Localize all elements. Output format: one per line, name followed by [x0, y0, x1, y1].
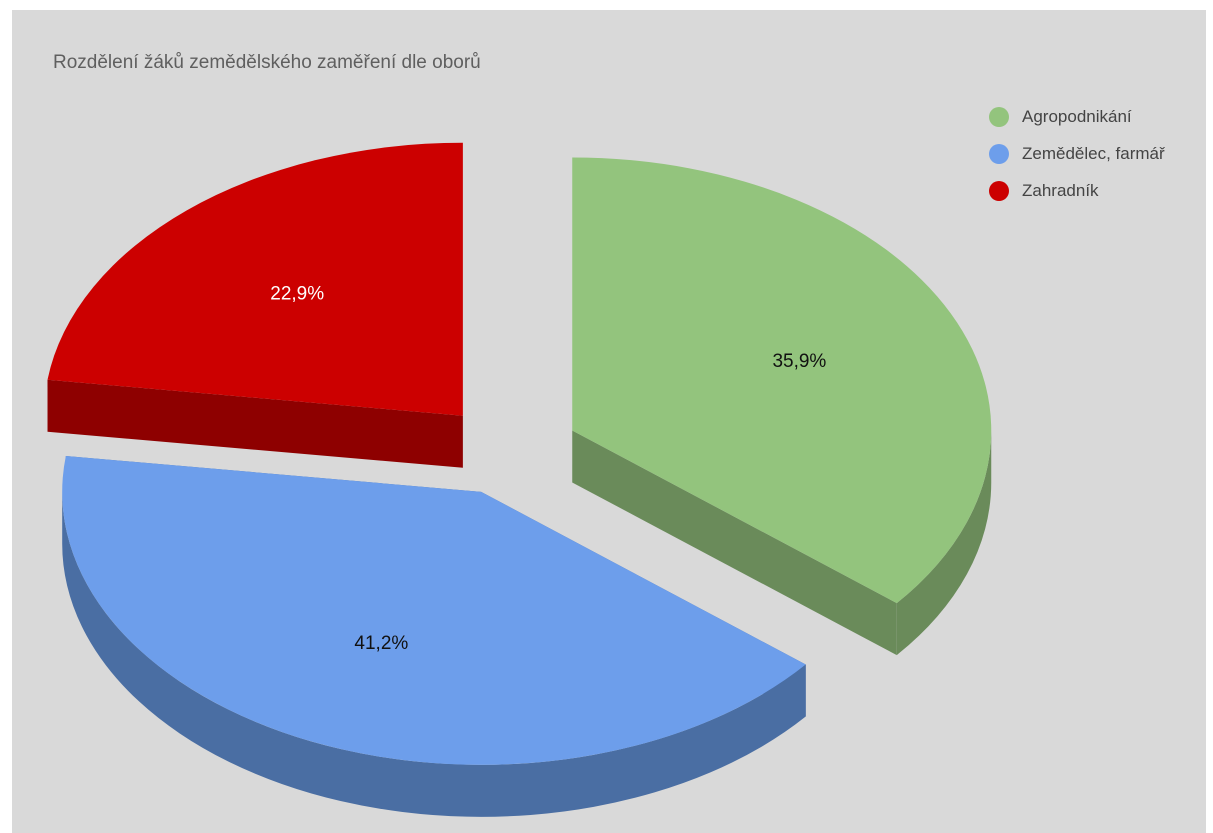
slice-zahradnik[interactable] — [47, 142, 463, 468]
slice-wall-zahradnik-start — [47, 379, 463, 468]
slice-side-zemedelec-farmar — [62, 491, 806, 817]
slice-wall-agropodnikani-end — [572, 430, 897, 656]
slice-label-zahradnik: 22,9% — [270, 283, 324, 304]
legend-item-agropodnikani[interactable]: Agropodnikání — [989, 98, 1165, 135]
chart-container: Rozdělení žáků zemědělského zaměření dle… — [12, 10, 1206, 833]
slice-label-zemedelec-farmar: 41,2% — [354, 633, 408, 654]
slice-zemedelec-farmar[interactable] — [62, 455, 806, 817]
pie-chart: 35,9% 41,2% 22,9% — [47, 142, 992, 817]
legend-item-zahradnik[interactable]: Zahradník — [989, 172, 1165, 209]
legend-swatch-zemedelec-farmar — [989, 143, 1009, 164]
slice-agropodnikani[interactable] — [572, 157, 992, 656]
slice-top-zemedelec-farmar[interactable] — [62, 455, 806, 765]
legend-label: Agropodnikání — [1022, 106, 1132, 126]
legend: Agropodnikání Zemědělec, farmář Zahradní… — [989, 98, 1165, 209]
legend-item-zemedelec-farmar[interactable]: Zemědělec, farmář — [989, 135, 1165, 172]
slice-top-zahradnik[interactable] — [47, 142, 463, 416]
slice-label-agropodnikani: 35,9% — [772, 351, 826, 372]
legend-label: Zahradník — [1022, 180, 1099, 200]
chart-title: Rozdělení žáků zemědělského zaměření dle… — [53, 52, 481, 73]
legend-label: Zemědělec, farmář — [1022, 143, 1165, 163]
slice-top-agropodnikani[interactable] — [572, 157, 992, 604]
slice-side-agropodnikani — [896, 430, 992, 656]
legend-swatch-zahradnik — [989, 180, 1009, 201]
legend-swatch-agropodnikani — [989, 106, 1009, 127]
